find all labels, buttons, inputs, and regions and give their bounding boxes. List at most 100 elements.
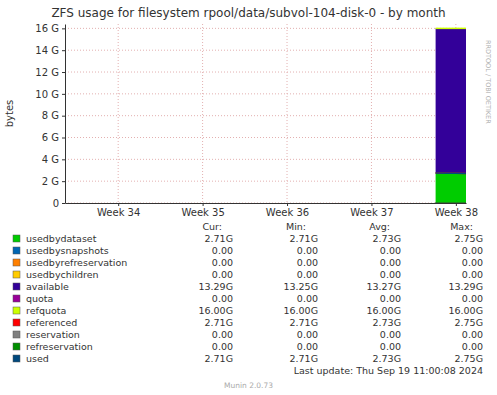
legend-value: 2.75G: [454, 353, 483, 364]
legend-header: Min:: [286, 221, 306, 232]
x-tick-label: Week 34: [97, 207, 140, 218]
legend-value: 2.73G: [372, 233, 401, 244]
y-tick-label: 14 G: [35, 45, 59, 56]
legend-entry: reservation: [26, 329, 80, 340]
legend-value: 2.71G: [204, 233, 233, 244]
grid-line-y: [65, 115, 466, 116]
legend-value: 2.73G: [372, 353, 401, 364]
x-tick-label: Week 37: [350, 207, 393, 218]
y-tick-label: 6 G: [42, 132, 59, 143]
x-tick-mark: [456, 203, 457, 206]
legend-value: 0.00: [212, 245, 233, 256]
legend-entry: usedbychildren: [26, 269, 99, 280]
legend-swatch: [13, 283, 20, 290]
grid-line-x: [371, 24, 372, 203]
legend-value: 0.00: [462, 257, 483, 268]
grid-line-x: [287, 24, 288, 203]
line: [436, 202, 466, 203]
legend-value: 0.00: [212, 269, 233, 280]
legend-value: 0.00: [380, 269, 401, 280]
legend-value: 0.00: [297, 293, 318, 304]
legend-value: 16.00G: [366, 305, 401, 316]
last-update: Last update: Thu Sep 19 11:00:08 2024: [294, 365, 483, 376]
legend-entry: refquota: [26, 305, 66, 316]
grid-line-y: [65, 203, 466, 204]
legend-header: Avg:: [369, 221, 390, 232]
x-tick-mark: [287, 203, 288, 206]
grid-line-y: [65, 72, 466, 73]
legend-value: 0.00: [380, 245, 401, 256]
area: [436, 172, 466, 173]
y-tick-label: 0: [53, 198, 59, 209]
legend-entry: referenced: [26, 317, 77, 328]
legend-value: 0.00: [462, 341, 483, 352]
y-tick-mark: [62, 181, 65, 182]
legend-header: Cur:: [202, 221, 222, 232]
y-tick-mark: [62, 28, 65, 29]
legend-swatch: [13, 331, 20, 338]
y-tick-label: 4 G: [42, 154, 59, 165]
legend-value: 0.00: [462, 269, 483, 280]
y-tick: 14 G: [35, 45, 65, 56]
legend-value: 0.00: [297, 245, 318, 256]
grid-line-y: [65, 93, 466, 94]
y-tick-mark: [62, 116, 65, 117]
x-tick-label: Week 35: [181, 207, 224, 218]
line: [436, 202, 466, 203]
y-tick: 0: [53, 198, 65, 209]
legend-entry: refreservation: [26, 341, 93, 352]
title: ZFS usage for filesystem rpool/data/subv…: [51, 6, 445, 20]
watermark: RRDTOOL / TOBI OETIKER: [484, 40, 492, 124]
y-tick-label: 16 G: [35, 23, 59, 34]
legend-value: 0.00: [462, 329, 483, 340]
grid: [65, 24, 466, 203]
legend-entry: available: [26, 281, 69, 292]
area: [436, 28, 466, 173]
legend-value: 2.71G: [289, 233, 318, 244]
y-tick-label: 12 G: [35, 67, 59, 78]
y-tick-mark: [62, 138, 65, 139]
x-tick: Week 34: [97, 203, 140, 218]
x-tick-label: Week 38: [435, 207, 478, 218]
legend-swatch: [13, 235, 20, 242]
legend-value: 0.00: [297, 269, 318, 280]
legend-value: 0.00: [462, 293, 483, 304]
legend-entry: usedbydataset: [26, 233, 97, 244]
y-tick-mark: [62, 94, 65, 95]
y-tick-label: 8 G: [42, 110, 59, 121]
legend: Cur: Min: Avg: Max: usedbydataset 2.71G 2.71G 2…: [13, 221, 483, 364]
x-axis: Week 34Week 35Week 36Week 37Week 38: [66, 203, 479, 218]
legend-value: 0.00: [380, 257, 401, 268]
y-tick-mark: [62, 159, 65, 160]
area: [436, 172, 466, 173]
y-tick-mark: [62, 50, 65, 51]
x-tick: Week 38: [435, 203, 478, 218]
x-tick: Week 35: [181, 203, 224, 218]
legend-value: 16.00G: [448, 305, 483, 316]
x-tick-mark: [371, 203, 372, 206]
x-tick: Week 37: [350, 203, 393, 218]
legend-value: 0.00: [297, 257, 318, 268]
legend-value: 0.00: [212, 329, 233, 340]
legend-entry: quota: [26, 293, 53, 304]
grid-line-x: [202, 24, 203, 203]
y-tick: 2 G: [42, 176, 65, 187]
legend-value: 0.00: [462, 245, 483, 256]
legend-entry: usedbyrefreservation: [26, 257, 127, 268]
legend-value: 0.00: [380, 329, 401, 340]
line: [436, 172, 466, 174]
line: [436, 202, 466, 203]
legend-value: 16.00G: [283, 305, 318, 316]
legend-swatch: [13, 319, 20, 326]
area: [436, 172, 466, 173]
legend-value: 0.00: [297, 329, 318, 340]
legend-value: 0.00: [380, 341, 401, 352]
grid-line-y: [65, 28, 466, 29]
legend-swatch: [13, 271, 20, 278]
background: [0, 0, 497, 395]
legend-value: 13.29G: [198, 281, 233, 292]
y-tick-label: 2 G: [42, 176, 59, 187]
grid-line-y: [65, 159, 466, 160]
legend-value: 2.75G: [454, 233, 483, 244]
legend-header: Max:: [450, 221, 473, 232]
